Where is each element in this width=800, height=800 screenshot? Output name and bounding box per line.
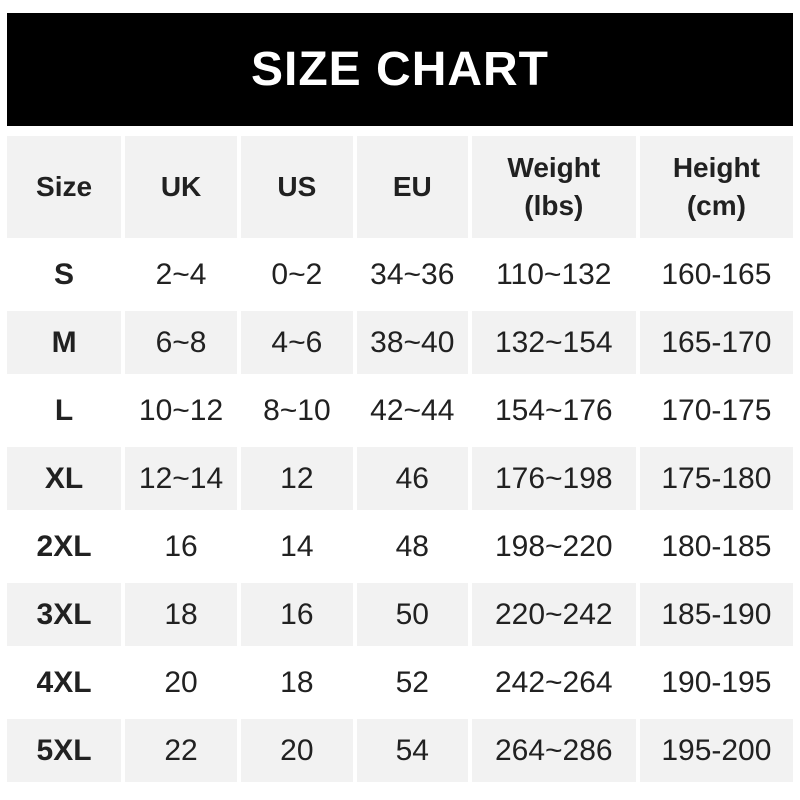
- cell-uk: 10~12: [125, 379, 237, 442]
- cell-uk: 20: [125, 651, 237, 714]
- col-header-label: Size: [36, 171, 93, 203]
- cell-eu: 50: [356, 583, 468, 646]
- col-header-height: Height (cm): [639, 136, 793, 238]
- table-row: M 6~8 4~6 38~40 132~154 165-170: [7, 311, 793, 374]
- cell-height: 160-165: [639, 243, 793, 306]
- col-header-us: US: [240, 136, 353, 238]
- cell-weight: 220~242: [471, 583, 636, 646]
- cell-weight: 176~198: [471, 447, 636, 510]
- cell-weight: 264~286: [471, 719, 636, 782]
- cell-height: 185-190: [639, 583, 793, 646]
- cell-us: 18: [240, 651, 353, 714]
- cell-us: 0~2: [240, 243, 353, 306]
- cell-us: 16: [240, 583, 353, 646]
- cell-uk: 6~8: [125, 311, 237, 374]
- col-header-size: Size: [7, 136, 122, 238]
- cell-weight: 154~176: [471, 379, 636, 442]
- cell-eu: 42~44: [356, 379, 468, 442]
- table-row: XL 12~14 12 46 176~198 175-180: [7, 447, 793, 510]
- cell-us: 14: [240, 515, 353, 578]
- cell-uk: 16: [125, 515, 237, 578]
- cell-height: 190-195: [639, 651, 793, 714]
- table-row: 3XL 18 16 50 220~242 185-190: [7, 583, 793, 646]
- col-header-eu: EU: [356, 136, 468, 238]
- cell-us: 12: [240, 447, 353, 510]
- size-chart-table: Size UK US EU Weight (lbs) Height (cm): [3, 131, 797, 787]
- cell-weight: 242~264: [471, 651, 636, 714]
- table-body: S 2~4 0~2 34~36 110~132 160-165 M 6~8 4~6 38~40 13…: [7, 243, 793, 782]
- cell-uk: 18: [125, 583, 237, 646]
- table-row: L 10~12 8~10 42~44 154~176 170-175: [7, 379, 793, 442]
- cell-size: L: [7, 379, 122, 442]
- cell-eu: 38~40: [356, 311, 468, 374]
- cell-us: 4~6: [240, 311, 353, 374]
- table-row: 2XL 16 14 48 198~220 180-185: [7, 515, 793, 578]
- cell-eu: 54: [356, 719, 468, 782]
- cell-height: 180-185: [639, 515, 793, 578]
- table-header: Size UK US EU Weight (lbs) Height (cm): [7, 136, 793, 238]
- cell-height: 195-200: [639, 719, 793, 782]
- col-header-label: UK: [160, 171, 202, 203]
- cell-uk: 22: [125, 719, 237, 782]
- cell-size: 5XL: [7, 719, 122, 782]
- header-row: Size UK US EU Weight (lbs) Height (cm): [7, 136, 793, 238]
- col-header-label: Weight: [507, 152, 601, 184]
- cell-eu: 34~36: [356, 243, 468, 306]
- cell-uk: 12~14: [125, 447, 237, 510]
- page-title: SIZE CHART: [251, 42, 549, 96]
- cell-height: 175-180: [639, 447, 793, 510]
- cell-size: 4XL: [7, 651, 122, 714]
- cell-eu: 52: [356, 651, 468, 714]
- cell-size: M: [7, 311, 122, 374]
- col-header-label: US: [277, 171, 317, 203]
- cell-size: 2XL: [7, 515, 122, 578]
- title-banner: SIZE CHART: [7, 13, 793, 126]
- cell-eu: 48: [356, 515, 468, 578]
- cell-us: 20: [240, 719, 353, 782]
- col-header-unit: (lbs): [524, 190, 584, 221]
- cell-weight: 132~154: [471, 311, 636, 374]
- cell-size: S: [7, 243, 122, 306]
- col-header-uk: UK: [125, 136, 237, 238]
- cell-us: 8~10: [240, 379, 353, 442]
- cell-height: 165-170: [639, 311, 793, 374]
- table-row: 4XL 20 18 52 242~264 190-195: [7, 651, 793, 714]
- cell-uk: 2~4: [125, 243, 237, 306]
- col-header-unit: (cm): [686, 190, 746, 221]
- cell-size: XL: [7, 447, 122, 510]
- cell-weight: 110~132: [471, 243, 636, 306]
- col-header-weight: Weight (lbs): [471, 136, 636, 238]
- cell-size: 3XL: [7, 583, 122, 646]
- col-header-label: Height: [672, 152, 760, 184]
- table-row: 5XL 22 20 54 264~286 195-200: [7, 719, 793, 782]
- cell-height: 170-175: [639, 379, 793, 442]
- col-header-label: EU: [392, 171, 432, 203]
- table-row: S 2~4 0~2 34~36 110~132 160-165: [7, 243, 793, 306]
- cell-weight: 198~220: [471, 515, 636, 578]
- cell-eu: 46: [356, 447, 468, 510]
